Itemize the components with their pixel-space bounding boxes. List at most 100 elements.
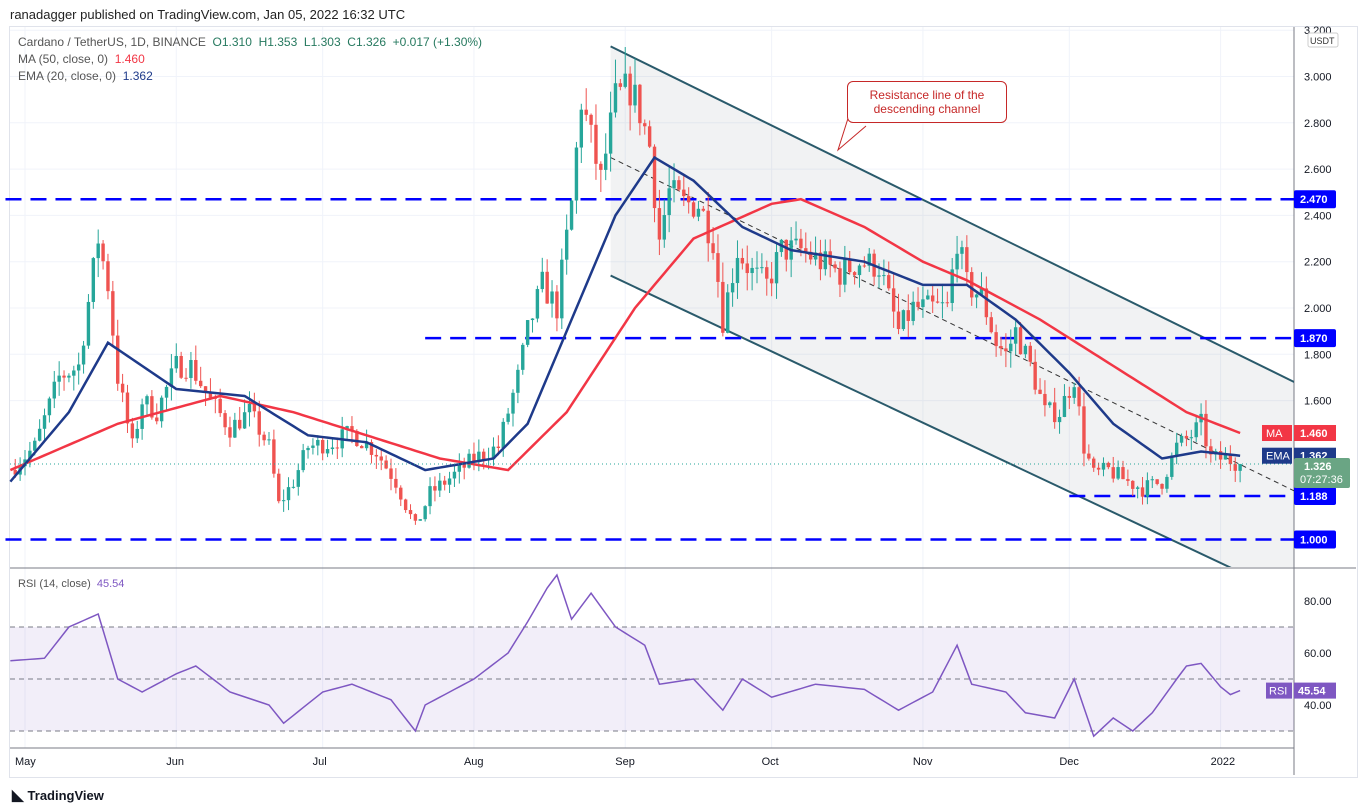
candle-body [638, 84, 642, 124]
level-label: 2.470 [1300, 194, 1328, 206]
candle-body [438, 480, 442, 491]
rsi-tag-name: RSI [1269, 686, 1287, 698]
time-tick-label: Sep [615, 756, 635, 768]
candle-body [286, 487, 291, 501]
currency-label: USDT [1310, 36, 1335, 46]
candle-body [916, 301, 920, 308]
candle-body [1160, 483, 1164, 489]
candle-body [579, 109, 584, 148]
candle-body [618, 83, 623, 87]
candle-body [1179, 435, 1184, 443]
candle-body [657, 208, 662, 240]
candle-body [91, 258, 96, 302]
ema-legend: EMA (20, close, 0) 1.362 [18, 69, 153, 83]
candle-body [164, 386, 169, 398]
candle-body [345, 426, 349, 430]
last-price: 1.326 [1304, 461, 1332, 473]
candle-body [530, 318, 535, 321]
candle-body [447, 478, 452, 485]
candle-body [433, 486, 437, 491]
candle-body [994, 332, 998, 347]
candle-body [1033, 361, 1037, 390]
candle-body [643, 123, 647, 127]
candle-body [1101, 462, 1106, 470]
brand-name: TradingView [27, 787, 104, 803]
candle-body [1194, 422, 1198, 438]
candle-body [555, 291, 559, 319]
price-tick-label: 1.800 [1304, 349, 1332, 361]
candle-body [364, 442, 369, 449]
rsi-label: RSI (14, close) [18, 578, 91, 590]
candle-body [1126, 479, 1130, 481]
candle-body [42, 415, 47, 429]
candle-body [47, 398, 52, 416]
candle-body [613, 83, 618, 113]
candle-body [242, 412, 247, 429]
candle-body [906, 310, 910, 321]
candle-body [1028, 345, 1032, 362]
indicator-tag [1262, 447, 1292, 464]
candle-body [198, 380, 203, 387]
price-tick-label: 2.800 [1304, 118, 1332, 130]
candle-body [150, 396, 154, 418]
candle-body [277, 473, 281, 502]
candle-body [67, 375, 71, 378]
candle-body [413, 514, 418, 521]
price-tick-label: 2.000 [1304, 303, 1332, 315]
candle-body [125, 392, 130, 424]
candle-body [813, 252, 818, 260]
time-tick-label: Dec [1059, 756, 1079, 768]
candle-body [950, 269, 954, 304]
indicator-price: 1.460 [1300, 428, 1328, 440]
candle-body [76, 364, 81, 371]
candle-body [730, 283, 735, 293]
candle-body [682, 189, 686, 197]
channel-mid-line [610, 157, 1309, 499]
indicator-tag-name: MA [1266, 428, 1283, 440]
tradingview-logo[interactable]: ◣ TradingView [12, 786, 104, 804]
candle-body [516, 369, 520, 393]
ohlc-values: O1.310 H1.353 L1.303 C1.326 +0.017 (+1.3… [212, 35, 483, 49]
candle-body [838, 268, 842, 285]
candle-body [335, 447, 340, 449]
publish-info: ranadagger published on TradingView.com,… [10, 7, 406, 22]
chart-frame [9, 26, 1358, 778]
candle-body [1218, 451, 1223, 460]
candle-body [1048, 402, 1052, 406]
indicator-tag [1262, 425, 1292, 442]
candle-body [389, 468, 393, 479]
candle-body [330, 447, 335, 450]
candle-body [1189, 437, 1194, 439]
candle-body [960, 247, 964, 254]
candle-body [887, 275, 891, 289]
candle-body [452, 471, 457, 479]
channel-upper-line [610, 45, 1294, 384]
candle-body [999, 346, 1003, 349]
candle-body [711, 243, 715, 254]
candle-body [745, 263, 749, 274]
candle-body [374, 454, 379, 457]
candle-body [808, 251, 813, 260]
candle-body [672, 180, 676, 189]
logo-icon: ◣ [12, 787, 24, 804]
candle-body [1174, 442, 1179, 456]
candle-body [291, 486, 296, 488]
candle-body [135, 428, 139, 439]
candle-body [457, 463, 462, 472]
symbol-legend: Cardano / TetherUS, 1D, BINANCE O1.310 H… [18, 35, 482, 49]
candle-body [784, 239, 788, 260]
candle-body [208, 392, 213, 398]
candle-body [223, 413, 227, 428]
candle-body [145, 396, 149, 405]
candle-body [848, 259, 852, 273]
candle-body [1009, 343, 1013, 352]
candle-body [350, 426, 354, 431]
candle-body [1043, 393, 1047, 406]
candle-body [130, 423, 135, 439]
candle-body [296, 470, 300, 487]
candle-body [101, 243, 105, 262]
candle-body [701, 208, 706, 211]
candle-body [667, 188, 671, 216]
candle-body [281, 500, 286, 502]
